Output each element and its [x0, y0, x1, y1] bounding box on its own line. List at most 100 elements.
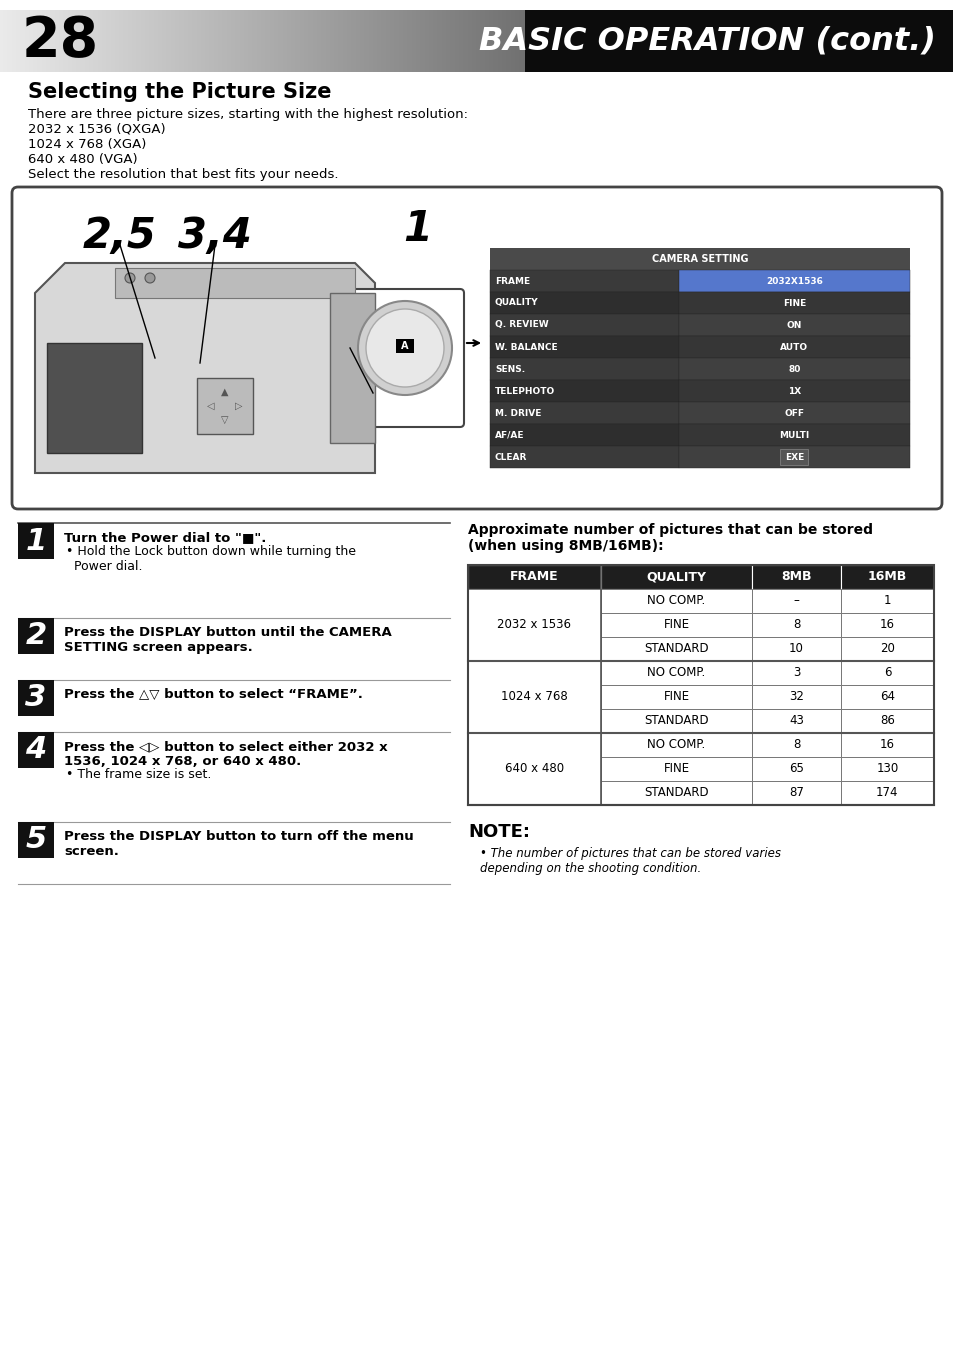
Text: There are three picture sizes, starting with the highest resolution:: There are three picture sizes, starting …: [28, 108, 468, 120]
Text: W. BALANCE: W. BALANCE: [495, 342, 558, 352]
Text: STANDARD: STANDARD: [643, 714, 708, 727]
Bar: [840, 685, 933, 708]
Text: OFF: OFF: [783, 408, 803, 418]
Text: 6: 6: [882, 667, 890, 680]
Bar: [490, 292, 679, 314]
Bar: [490, 270, 679, 292]
Text: 1024 x 768 (XGA): 1024 x 768 (XGA): [28, 138, 146, 151]
Text: BASIC OPERATION (cont.): BASIC OPERATION (cont.): [478, 26, 935, 57]
Bar: [468, 565, 933, 804]
FancyBboxPatch shape: [346, 289, 463, 427]
Bar: [840, 589, 933, 612]
Text: CLEAR: CLEAR: [495, 453, 527, 461]
Text: ▽: ▽: [221, 415, 229, 425]
Text: 3,4: 3,4: [178, 215, 252, 257]
Bar: [18, 731, 54, 768]
Bar: [468, 733, 600, 804]
Text: NOTE:: NOTE:: [468, 823, 530, 841]
Text: Press the DISPLAY button to turn off the menu
screen.: Press the DISPLAY button to turn off the…: [64, 830, 414, 859]
Bar: [752, 685, 840, 708]
Text: AUTO: AUTO: [780, 342, 808, 352]
Bar: [780, 449, 807, 465]
Bar: [752, 589, 840, 612]
Text: A: A: [401, 341, 408, 352]
Bar: [679, 314, 909, 337]
Text: ▷: ▷: [235, 402, 242, 411]
Text: 10: 10: [788, 642, 803, 656]
Bar: [679, 292, 909, 314]
Text: Select the resolution that best fits your needs.: Select the resolution that best fits you…: [28, 168, 338, 181]
Text: • Hold the Lock button down while turning the
  Power dial.: • Hold the Lock button down while turnin…: [66, 545, 355, 573]
Bar: [18, 523, 54, 558]
Bar: [490, 337, 679, 358]
Text: QUALITY: QUALITY: [646, 571, 706, 584]
Text: STANDARD: STANDARD: [643, 642, 708, 656]
Text: FRAME: FRAME: [510, 571, 558, 584]
Text: 1: 1: [403, 208, 432, 250]
Bar: [490, 314, 679, 337]
Bar: [679, 358, 909, 380]
Text: 8MB: 8MB: [781, 571, 811, 584]
Text: AF/AE: AF/AE: [495, 430, 524, 439]
Bar: [752, 733, 840, 757]
Text: 8: 8: [792, 618, 800, 631]
Text: 28: 28: [22, 14, 99, 68]
Bar: [490, 358, 679, 380]
Text: ◁: ◁: [207, 402, 214, 411]
Text: 32: 32: [788, 691, 803, 703]
Text: SENS.: SENS.: [495, 365, 524, 373]
Bar: [679, 425, 909, 446]
Text: FINE: FINE: [782, 299, 805, 307]
Text: QUALITY: QUALITY: [495, 299, 538, 307]
Text: 86: 86: [879, 714, 894, 727]
Text: 640 x 480: 640 x 480: [504, 763, 563, 776]
Text: M. DRIVE: M. DRIVE: [495, 408, 540, 418]
Bar: [600, 661, 752, 685]
Text: Approximate number of pictures that can be stored: Approximate number of pictures that can …: [468, 523, 872, 537]
Bar: [840, 661, 933, 685]
Text: EXE: EXE: [784, 453, 803, 461]
Bar: [196, 379, 253, 434]
Bar: [600, 612, 752, 637]
Bar: [679, 270, 909, 292]
Text: • The number of pictures that can be stored varies
depending on the shooting con: • The number of pictures that can be sto…: [479, 846, 781, 875]
Bar: [468, 661, 600, 733]
Circle shape: [366, 310, 443, 387]
Bar: [490, 425, 679, 446]
Text: 2,5: 2,5: [83, 215, 157, 257]
Text: 640 x 480 (VGA): 640 x 480 (VGA): [28, 153, 137, 166]
Text: 4: 4: [26, 735, 47, 764]
Text: 16: 16: [879, 618, 894, 631]
Text: 174: 174: [875, 787, 898, 799]
Text: Selecting the Picture Size: Selecting the Picture Size: [28, 82, 331, 101]
Bar: [330, 293, 375, 443]
Text: 2032 x 1536: 2032 x 1536: [497, 618, 571, 631]
Bar: [490, 446, 679, 468]
Text: Press the ◁▷ button to select either 2032 x
1536, 1024 x 768, or 640 x 480.: Press the ◁▷ button to select either 203…: [64, 740, 387, 768]
Text: 1X: 1X: [787, 387, 801, 396]
Bar: [679, 402, 909, 425]
Text: 2032 x 1536 (QXGA): 2032 x 1536 (QXGA): [28, 123, 166, 137]
FancyBboxPatch shape: [12, 187, 941, 508]
Circle shape: [145, 273, 154, 283]
Text: FINE: FINE: [662, 763, 689, 776]
Text: MULTI: MULTI: [779, 430, 809, 439]
Bar: [752, 637, 840, 661]
Circle shape: [357, 301, 452, 395]
Text: NO COMP.: NO COMP.: [647, 667, 705, 680]
Bar: [490, 247, 909, 468]
Text: 80: 80: [787, 365, 800, 373]
Text: 87: 87: [788, 787, 803, 799]
Text: STANDARD: STANDARD: [643, 787, 708, 799]
Bar: [600, 733, 752, 757]
Bar: [600, 781, 752, 804]
Text: FRAME: FRAME: [495, 277, 530, 285]
Text: 2032X1536: 2032X1536: [765, 277, 822, 285]
Text: 130: 130: [876, 763, 898, 776]
Text: 8: 8: [792, 738, 800, 752]
Bar: [468, 589, 600, 661]
Bar: [468, 565, 600, 589]
Text: 1024 x 768: 1024 x 768: [500, 691, 567, 703]
Text: 3: 3: [26, 684, 47, 713]
Text: ON: ON: [786, 320, 801, 330]
